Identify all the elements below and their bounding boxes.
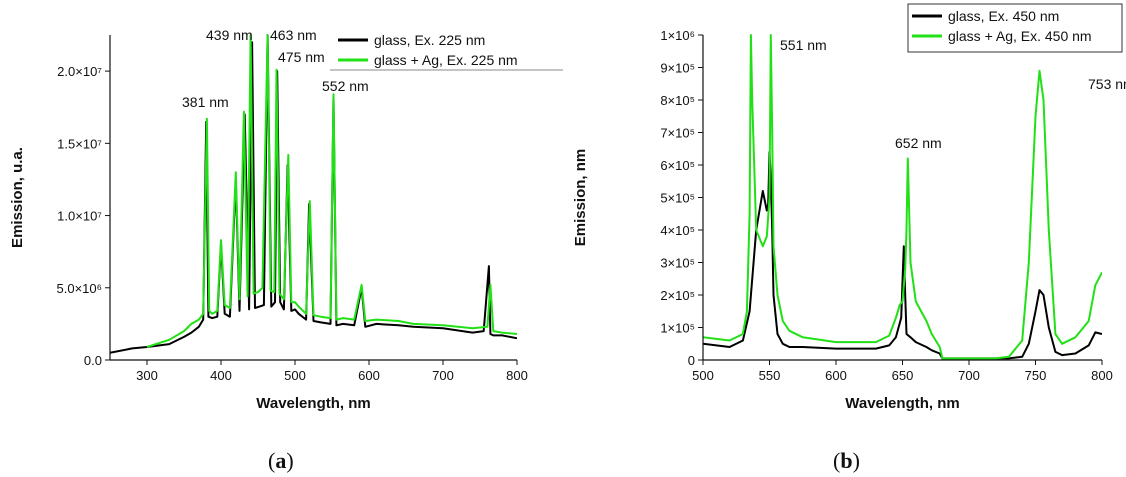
legend-label: glass, Ex. 225 nm xyxy=(374,32,485,48)
series-line-glass xyxy=(703,151,1102,360)
y-tick-label: 4×10⁵ xyxy=(660,223,695,238)
x-tick-label: 600 xyxy=(358,368,380,383)
x-tick-label: 500 xyxy=(692,368,714,383)
legend-label: glass + Ag, Ex. 225 nm xyxy=(374,52,518,68)
x-tick-label: 500 xyxy=(284,368,306,383)
peak-annotation: 652 nm xyxy=(895,135,942,151)
x-tick-label: 750 xyxy=(1025,368,1047,383)
x-tick-label: 400 xyxy=(210,368,232,383)
peak-annotation: 439 nm xyxy=(206,27,253,43)
x-tick-label: 600 xyxy=(825,368,847,383)
x-axis-title: Wavelength, nm xyxy=(256,395,370,412)
y-tick-label: 2×10⁵ xyxy=(660,288,695,303)
y-tick-label: 2.0×10⁷ xyxy=(57,64,102,79)
y-tick-label: 5.0×10⁶ xyxy=(57,281,102,296)
peak-annotation: 475 nm xyxy=(278,49,325,65)
x-tick-label: 650 xyxy=(892,368,914,383)
y-tick-label: 1×10⁶ xyxy=(660,28,695,43)
y-tick-label: 3×10⁵ xyxy=(660,256,695,271)
y-tick-label: 6×10⁵ xyxy=(660,158,695,173)
y-tick-label: 0 xyxy=(688,353,695,368)
legend-box xyxy=(907,3,1123,53)
x-tick-label: 800 xyxy=(1091,368,1113,383)
y-tick-label: 9×10⁵ xyxy=(660,61,695,76)
series-line-glass-ag xyxy=(146,34,517,348)
series-line-glass-ag xyxy=(703,34,1102,360)
peak-annotation: 552 nm xyxy=(322,78,369,94)
x-tick-label: 800 xyxy=(506,368,528,383)
y-tick-label: 8×10⁵ xyxy=(660,93,695,108)
y-tick-label: 1×10⁵ xyxy=(660,321,695,336)
series-line-glass xyxy=(110,34,517,354)
x-tick-label: 550 xyxy=(759,368,781,383)
peak-annotation: 753 nm xyxy=(1088,76,1126,92)
x-tick-label: 300 xyxy=(136,368,158,383)
x-tick-label: 700 xyxy=(958,368,980,383)
peak-annotation: 463 nm xyxy=(270,27,317,43)
y-tick-label: 0.0 xyxy=(84,353,102,368)
y-tick-label: 7×10⁵ xyxy=(660,126,695,141)
y-tick-label: 5×10⁵ xyxy=(660,191,695,206)
panel-label-a: (a) xyxy=(268,448,294,473)
chart-a: 300 400 500 600 700 800 0.0 5.0×10⁶ 1.0×10⁷ 1.5×1… xyxy=(9,27,563,412)
x-tick-label: 700 xyxy=(432,368,454,383)
y-tick-label: 1.0×10⁷ xyxy=(57,209,102,224)
x-axis-title: Wavelength, nm xyxy=(845,395,959,412)
panel-label-b: (b) xyxy=(833,448,860,473)
peak-annotation: 551 nm xyxy=(780,37,827,53)
legend-label: glass, Ex. 450 nm xyxy=(948,8,1059,24)
chart-b: 500 550 600 650 700 750 800 0 1×10⁵ 2×10⁵ 3×10⁵ 4×1… xyxy=(572,3,1126,412)
peak-annotation: 381 nm xyxy=(182,94,229,110)
y-axis-title: Emission, nm xyxy=(572,149,589,247)
y-tick-label: 1.5×10⁷ xyxy=(57,136,102,151)
legend-label: glass + Ag, Ex. 450 nm xyxy=(948,28,1092,44)
y-axis-title: Emission, u.a. xyxy=(9,147,26,248)
